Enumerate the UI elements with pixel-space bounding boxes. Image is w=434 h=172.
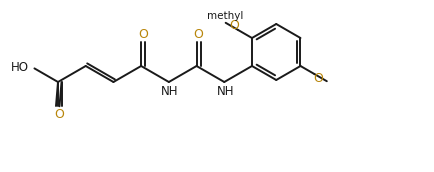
Text: HO: HO	[10, 61, 28, 74]
Text: O: O	[229, 19, 239, 31]
Text: O: O	[193, 28, 203, 40]
Text: methyl: methyl	[207, 11, 243, 21]
Text: O: O	[54, 108, 64, 121]
Text: O: O	[138, 28, 148, 40]
Text: O: O	[312, 72, 322, 84]
Text: NH: NH	[216, 84, 233, 98]
Text: NH: NH	[161, 84, 178, 98]
